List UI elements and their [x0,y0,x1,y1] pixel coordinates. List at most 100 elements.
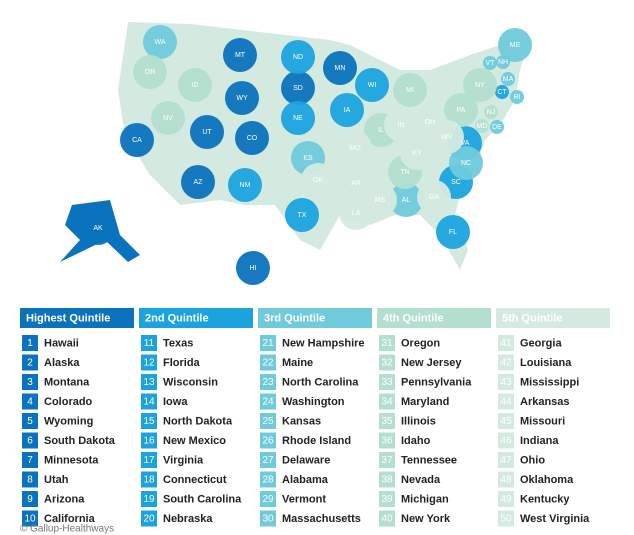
rank-number: 44 [500,397,512,408]
rank-box [22,335,38,351]
state-name: New York [401,513,451,525]
state-shape [181,165,215,199]
state-shape [483,56,497,70]
rank-number: 43 [500,377,512,388]
state-name: South Dakota [44,435,116,447]
state-shape [449,146,483,180]
rank-number: 45 [500,416,512,427]
rank-number: 35 [381,416,393,427]
rank-number: 2 [27,358,33,369]
rank-box [498,393,514,410]
state-shape [285,198,319,232]
state-name: Kansas [282,415,321,427]
rank-box [498,335,514,351]
rank-number: 39 [381,494,393,505]
rank-box [260,510,276,527]
rank-number: 7 [27,455,33,466]
state-label: SC [451,179,461,186]
rank-box [141,452,157,468]
state-label: AZ [194,179,204,186]
rank-number: 12 [143,358,155,369]
rank-box [379,413,395,429]
rank-number: 32 [381,358,393,369]
state-label: TN [400,169,409,176]
state-shape [133,55,167,89]
state-label: VA [461,140,470,147]
rank-number: 4 [27,397,33,408]
rank-number: 15 [143,416,155,427]
rank-number: 18 [143,475,155,486]
quintile-header-text: 3rd Quintile [264,312,325,324]
rank-number: 33 [381,377,393,388]
state-label: CA [132,137,142,144]
state-label: WA [154,39,165,46]
state-name: Massachusetts [282,513,361,525]
state-label: OR [145,69,156,76]
state-name: New Mexico [163,435,226,447]
rank-box [260,354,276,371]
rank-box [22,374,38,390]
rank-number: 10 [24,514,36,525]
rank-number: 23 [262,377,274,388]
state-shape [281,40,315,74]
state-name: Iowa [163,396,188,408]
rank-box [260,452,276,468]
rank-number: 31 [381,338,393,349]
rank-number: 26 [262,436,274,447]
state-label: OH [425,119,436,126]
rank-box [141,335,157,351]
state-label: MT [235,52,246,59]
state-name: Oklahoma [520,474,574,486]
state-name: Oregon [401,337,440,349]
rank-number: 25 [262,416,274,427]
state-label: WY [236,95,248,102]
state-shape [281,71,315,105]
rank-number: 46 [500,436,512,447]
state-shape [475,119,489,133]
state-name: Alabama [282,474,329,486]
state-shape [323,51,357,85]
rank-number: 40 [381,514,393,525]
rank-box [141,510,157,527]
rank-number: 16 [143,436,155,447]
state-label: VT [486,60,496,67]
state-name: Nebraska [163,513,213,525]
state-name: New Jersey [401,357,462,369]
state-shape [463,68,497,102]
rank-number: 28 [262,475,274,486]
quintile-header-text: 4th Quintile [383,312,444,324]
rank-box [498,413,514,429]
rank-number: 6 [27,436,33,447]
rank-number: 11 [144,338,155,349]
rank-box [141,374,157,390]
state-label: RI [514,94,521,101]
state-shape [143,25,177,59]
rank-box [22,471,38,488]
state-shape [339,166,373,200]
state-shape [236,251,270,285]
quintile-header [20,308,134,328]
state-name: Maryland [401,396,449,408]
rank-number: 19 [143,494,155,505]
state-label: NC [461,160,471,167]
state-label: AK [93,225,103,232]
state-name: Texas [163,337,193,349]
rank-box [498,432,514,449]
state-name: Arkansas [520,396,570,408]
state-name: Georgia [520,337,562,349]
rank-number: 38 [381,475,393,486]
state-name: North Dakota [163,415,233,427]
state-label: NE [293,115,303,122]
state-shape [281,101,315,135]
state-label: TX [298,212,307,219]
rank-box [498,374,514,390]
state-name: Michigan [401,493,449,505]
state-shape [223,38,257,72]
state-name: Alaska [44,357,80,369]
state-name: Minnesota [44,454,99,466]
state-name: Pennsylvania [401,376,472,388]
state-name: Ohio [520,454,545,466]
quintile-header-text: 2nd Quintile [145,312,209,324]
rank-box [22,413,38,429]
state-label: IN [398,122,405,129]
